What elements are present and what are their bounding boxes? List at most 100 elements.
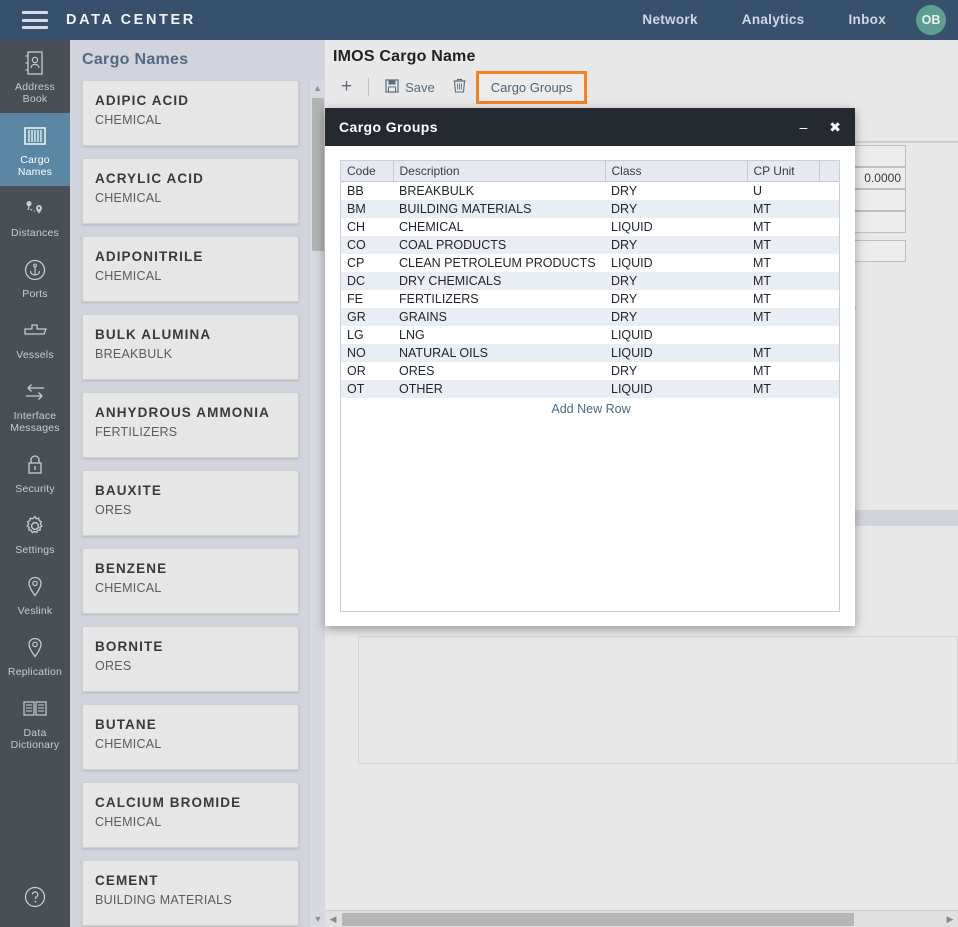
table-row[interactable]: BB BREAKBULK DRY U xyxy=(341,182,839,201)
cell-class[interactable]: DRY xyxy=(611,184,638,198)
cell-class[interactable]: LIQUID xyxy=(605,380,747,398)
cell-class[interactable]: DRY xyxy=(611,292,638,306)
list-item[interactable]: CALCIUM BROMIDE CHEMICAL xyxy=(82,782,299,848)
bg-form-field-2[interactable]: 0.0000 xyxy=(850,167,906,189)
cell-class[interactable]: LIQUID xyxy=(611,256,653,270)
column-header-class[interactable]: Class xyxy=(605,161,748,182)
scrollbar-thumb[interactable] xyxy=(312,98,324,251)
cell-cp-unit[interactable]: MT xyxy=(747,236,819,254)
help-circle-icon[interactable] xyxy=(0,885,70,909)
column-header-description[interactable]: Description xyxy=(393,161,606,182)
table-row[interactable]: CO COAL PRODUCTS DRY MT xyxy=(341,236,839,254)
list-item[interactable]: BORNITE ORES xyxy=(82,626,299,692)
sidebar-item-security[interactable]: Security xyxy=(0,442,70,503)
cell-cp-unit[interactable]: MT xyxy=(753,220,772,234)
cell-class[interactable]: DRY xyxy=(605,200,747,218)
cell-description[interactable]: NATURAL OILS xyxy=(393,344,605,362)
cell-code[interactable]: BM xyxy=(341,200,393,218)
cell-description[interactable]: OTHER xyxy=(393,380,605,398)
cell-cp-unit[interactable] xyxy=(747,326,819,344)
cell-code[interactable]: NO xyxy=(341,344,393,362)
bg-form-field-4[interactable] xyxy=(850,211,906,233)
list-item[interactable]: BUTANE CHEMICAL xyxy=(82,704,299,770)
close-icon[interactable]: ✖ xyxy=(829,119,841,135)
table-row[interactable]: BM BUILDING MATERIALS DRY MT xyxy=(341,200,839,218)
table-row[interactable]: OR ORES DRY MT xyxy=(341,362,839,380)
cell-description[interactable]: BUILDING MATERIALS xyxy=(393,200,605,218)
cell-description[interactable]: BREAKBULK xyxy=(399,184,475,198)
sidebar-item-vessels[interactable]: Vessels xyxy=(0,308,70,369)
cell-code[interactable]: OR xyxy=(347,364,366,378)
delete-button[interactable] xyxy=(445,74,474,100)
scroll-up-arrow-icon[interactable]: ▲ xyxy=(313,83,322,93)
sidebar-item-veslink[interactable]: Veslink xyxy=(0,564,70,625)
cell-code[interactable]: GR xyxy=(341,308,393,326)
list-item[interactable]: ADIPONITRILE CHEMICAL xyxy=(82,236,299,302)
list-item[interactable]: ADIPIC ACID CHEMICAL xyxy=(82,80,299,146)
table-row[interactable]: CP CLEAN PETROLEUM PRODUCTS LIQUID MT xyxy=(341,254,839,272)
scroll-right-arrow-icon[interactable]: ▶ xyxy=(946,913,954,924)
list-item[interactable]: BAUXITE ORES xyxy=(82,470,299,536)
list-item[interactable]: BENZENE CHEMICAL xyxy=(82,548,299,614)
minimize-icon[interactable]: – xyxy=(799,119,808,135)
cell-description[interactable]: DRY CHEMICALS xyxy=(393,272,605,290)
nav-link-network[interactable]: Network xyxy=(642,12,698,27)
cell-code[interactable]: LG xyxy=(347,328,364,342)
cell-code[interactable]: DC xyxy=(341,272,393,290)
sidebar-item-data-dictionary[interactable]: Data Dictionary xyxy=(0,686,70,759)
add-new-row-row[interactable]: Add New Row xyxy=(341,398,839,418)
sidebar-item-interface-messages[interactable]: Interface Messages xyxy=(0,369,70,442)
cell-cp-unit[interactable]: MT xyxy=(747,380,819,398)
add-new-row-link[interactable]: Add New Row xyxy=(551,402,631,416)
cell-description[interactable]: CLEAN PETROLEUM PRODUCTS xyxy=(399,256,596,270)
table-row[interactable]: OT OTHER LIQUID MT xyxy=(341,380,839,398)
main-horizontal-scrollbar[interactable]: ◀ ▶ xyxy=(325,910,958,927)
sidebar-item-distances[interactable]: Distances xyxy=(0,186,70,247)
table-row[interactable]: FE FERTILIZERS DRY MT xyxy=(341,290,839,308)
cell-description[interactable]: ORES xyxy=(399,364,435,378)
save-button[interactable]: Save xyxy=(377,75,443,100)
sidebar-item-settings[interactable]: Settings xyxy=(0,503,70,564)
cell-cp-unit[interactable]: MT xyxy=(747,308,819,326)
cell-class[interactable]: DRY xyxy=(605,272,747,290)
table-row[interactable]: GR GRAINS DRY MT xyxy=(341,308,839,326)
cell-code[interactable]: BB xyxy=(347,184,364,198)
sidebar-item-replication[interactable]: Replication xyxy=(0,625,70,686)
cell-cp-unit[interactable]: MT xyxy=(747,200,819,218)
cell-code[interactable]: CP xyxy=(347,256,365,270)
column-header-cp-unit[interactable]: CP Unit xyxy=(747,161,820,182)
cell-class[interactable]: LIQUID xyxy=(611,328,653,342)
cell-cp-unit[interactable]: MT xyxy=(747,344,819,362)
scroll-left-arrow-icon[interactable]: ◀ xyxy=(329,913,337,924)
list-item[interactable]: ACRYLIC ACID CHEMICAL xyxy=(82,158,299,224)
user-avatar[interactable]: OB xyxy=(916,5,946,35)
list-item[interactable]: BULK ALUMINA BREAKBULK xyxy=(82,314,299,380)
table-row[interactable]: LG LNG LIQUID xyxy=(341,326,839,344)
table-row[interactable]: CH CHEMICAL LIQUID MT xyxy=(341,218,839,236)
cell-cp-unit[interactable]: MT xyxy=(753,292,772,306)
cell-class[interactable]: DRY xyxy=(605,236,747,254)
cell-description[interactable]: CHEMICAL xyxy=(399,220,464,234)
cargo-groups-button[interactable]: Cargo Groups xyxy=(475,70,588,104)
cell-code[interactable]: CH xyxy=(347,220,366,234)
bg-form-field-5[interactable] xyxy=(850,240,906,262)
cargo-names-scrollbar[interactable]: ▲ ▼ xyxy=(309,80,325,927)
cell-cp-unit[interactable]: MT xyxy=(747,272,819,290)
cell-cp-unit[interactable]: U xyxy=(753,184,763,198)
table-row[interactable]: NO NATURAL OILS LIQUID MT xyxy=(341,344,839,362)
nav-link-inbox[interactable]: Inbox xyxy=(848,12,886,27)
dialog-title-bar[interactable]: Cargo Groups – ✖ xyxy=(325,108,855,146)
bg-form-field-3[interactable] xyxy=(850,189,906,211)
cell-code[interactable]: FE xyxy=(347,292,363,306)
hamburger-menu-icon[interactable] xyxy=(22,11,48,29)
cell-cp-unit[interactable]: MT xyxy=(753,364,772,378)
sidebar-item-ports[interactable]: Ports xyxy=(0,247,70,308)
list-item[interactable]: CEMENT BUILDING MATERIALS xyxy=(82,860,299,926)
table-row[interactable]: DC DRY CHEMICALS DRY MT xyxy=(341,272,839,290)
cell-code[interactable]: OT xyxy=(341,380,393,398)
hscrollbar-thumb[interactable] xyxy=(342,913,854,926)
cell-code[interactable]: CO xyxy=(341,236,393,254)
column-header-code[interactable]: Code xyxy=(341,161,394,182)
add-button[interactable]: + xyxy=(333,76,360,98)
cell-class[interactable]: DRY xyxy=(605,308,747,326)
